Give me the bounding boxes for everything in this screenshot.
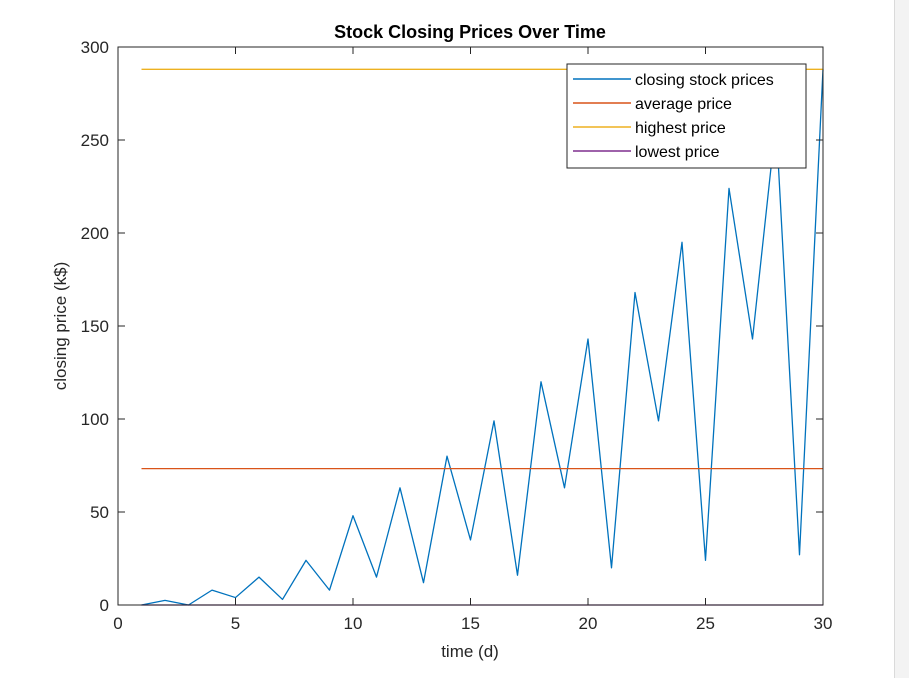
series-line-closing-stock-prices	[141, 69, 824, 606]
y-tick-label: 0	[100, 596, 109, 615]
chart-title: Stock Closing Prices Over Time	[334, 22, 606, 42]
legend-entry-label: lowest price	[635, 144, 720, 161]
x-tick-label: 15	[461, 614, 480, 633]
y-tick-label: 150	[81, 317, 109, 336]
x-tick-label: 30	[814, 614, 833, 633]
legend-entry-label: closing stock prices	[635, 72, 774, 89]
y-tick-label: 50	[90, 503, 109, 522]
y-tick-label: 200	[81, 224, 109, 243]
legend-entry-label: highest price	[635, 120, 726, 137]
x-tick-label: 5	[231, 614, 240, 633]
x-tick-label: 10	[344, 614, 363, 633]
x-tick-label: 0	[113, 614, 122, 633]
legend-entry-label: average price	[635, 96, 732, 113]
y-tick-label: 100	[81, 410, 109, 429]
legend: closing stock prices average price highest…	[566, 63, 807, 169]
y-tick-label: 300	[81, 38, 109, 57]
x-axis-label: time (d)	[441, 642, 499, 661]
y-tick-label: 250	[81, 131, 109, 150]
x-tick-label: 25	[696, 614, 715, 633]
x-tick-label: 20	[579, 614, 598, 633]
scrollbar-track[interactable]	[894, 0, 909, 678]
y-axis-label: closing price (k$)	[51, 262, 70, 391]
